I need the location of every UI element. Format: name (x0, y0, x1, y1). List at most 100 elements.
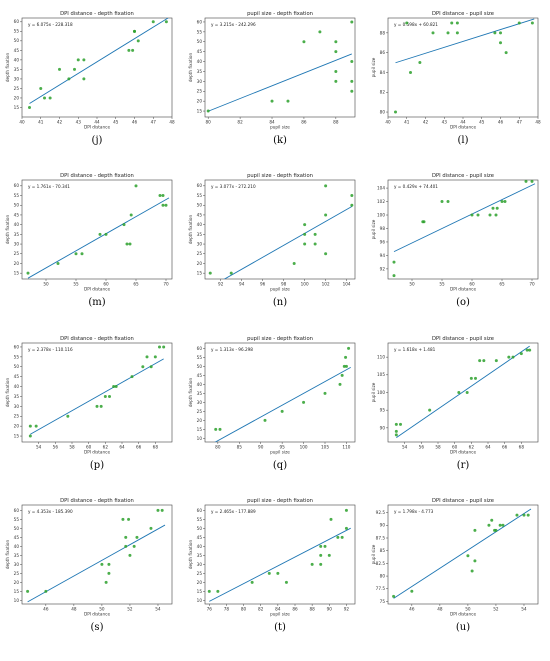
y-tick-label: 60 (14, 344, 20, 349)
data-point (473, 528, 477, 532)
data-point (474, 376, 477, 380)
data-point (131, 48, 135, 52)
y-tick-label: 82 (380, 90, 386, 95)
y-tick-label: 20 (197, 418, 203, 423)
y-tick-label: 25 (197, 251, 203, 256)
data-point (141, 365, 145, 369)
data-point (303, 223, 307, 227)
data-point (229, 271, 233, 275)
data-point (250, 580, 254, 584)
x-tick-label: 60 (103, 282, 109, 287)
data-point (519, 352, 523, 356)
data-point (28, 434, 32, 438)
panel-label: (s) (91, 622, 104, 633)
panel-label: (o) (456, 297, 470, 308)
data-point (495, 206, 499, 210)
x-tick-label: 90 (258, 445, 264, 450)
data-point (82, 58, 86, 62)
y-tick-label: 45 (14, 212, 20, 217)
x-tick-label: 54 (36, 445, 42, 450)
data-point (530, 179, 534, 183)
data-point (319, 544, 323, 548)
panel-label: (p) (90, 460, 104, 471)
data-point (323, 391, 327, 395)
y-tick-label: 50 (197, 203, 203, 208)
panel-label: (j) (92, 135, 103, 146)
data-point (499, 41, 502, 45)
data-point (466, 554, 470, 558)
y-tick-label: 15 (14, 105, 20, 110)
y-tick-label: 80 (380, 109, 386, 114)
x-tick-label: 50 (99, 607, 105, 612)
y-tick-label: 60 (197, 346, 203, 351)
x-tick-label: 80 (215, 445, 221, 450)
y-tick-label: 35 (197, 232, 203, 237)
x-tick-label: 48 (169, 120, 175, 125)
data-point (208, 271, 212, 275)
regression-line (393, 183, 536, 253)
data-point (494, 213, 498, 217)
x-tick-label: 62 (469, 445, 475, 450)
x-tick-label: 41 (38, 120, 44, 125)
data-point (134, 184, 138, 188)
y-tick-label: 15 (14, 589, 20, 594)
y-tick-label: 15 (14, 433, 20, 438)
data-point (136, 39, 140, 43)
data-point (409, 70, 412, 74)
y-tick-label: 15 (197, 589, 203, 594)
regression-equation: y = 0.429x + 74.401 (394, 184, 438, 189)
y-tick-label: 30 (14, 241, 20, 246)
data-point (525, 348, 529, 352)
panel-label: (u) (456, 622, 470, 633)
y-tick-label: 35 (197, 391, 203, 396)
y-tick-label: 25 (197, 89, 203, 94)
y-tick-label: 30 (197, 400, 203, 405)
regression-line (27, 524, 166, 603)
x-tick-label: 68 (153, 445, 159, 450)
y-tick-label: 20 (14, 261, 20, 266)
y-axis-label: depth fixation (5, 215, 10, 245)
data-point (26, 589, 30, 593)
data-point (350, 89, 354, 93)
y-tick-label: 30 (14, 562, 20, 567)
x-tick-label: 65 (499, 282, 505, 287)
chart-title: pupil size - depth fixation (247, 498, 313, 504)
data-point (56, 261, 60, 265)
data-point (145, 355, 149, 359)
regression-equation: y = 3.215x - 242.296 (211, 22, 256, 27)
regression-equation: y = 1.798x - 4.773 (394, 509, 434, 514)
chart-title: DPI distance - pupil size (432, 173, 494, 179)
data-point (470, 569, 474, 573)
x-tick-label: 88 (333, 120, 339, 125)
x-tick-label: 46 (409, 607, 415, 612)
data-point (334, 79, 338, 83)
plot-frame (21, 342, 173, 443)
data-point (324, 184, 328, 188)
data-point (206, 109, 210, 113)
y-tick-label: 55 (14, 29, 20, 34)
y-tick-label: 60 (14, 19, 20, 24)
panel-label: (l) (457, 135, 468, 146)
x-tick-label: 56 (53, 445, 59, 450)
data-point (43, 96, 46, 100)
y-tick-label: 35 (197, 69, 203, 74)
data-point (216, 589, 220, 593)
x-tick-label: 92 (344, 607, 350, 612)
y-tick-label: 25 (14, 251, 20, 256)
x-tick-label: 65 (133, 282, 139, 287)
plot-frame (387, 179, 539, 280)
x-tick-label: 70 (529, 282, 535, 287)
data-point (310, 562, 314, 566)
data-point (350, 194, 354, 198)
y-tick-label: 105 (377, 372, 385, 377)
y-tick-label: 45 (14, 48, 20, 53)
data-point (130, 375, 134, 379)
data-point (286, 99, 290, 103)
y-tick-label: 50 (197, 39, 203, 44)
data-point (455, 31, 459, 35)
x-tick-label: 102 (322, 282, 330, 287)
data-point (48, 96, 52, 100)
y-tick-label: 80 (380, 573, 386, 578)
x-tick-label: 85 (237, 445, 243, 450)
y-tick-label: 100 (377, 212, 385, 217)
